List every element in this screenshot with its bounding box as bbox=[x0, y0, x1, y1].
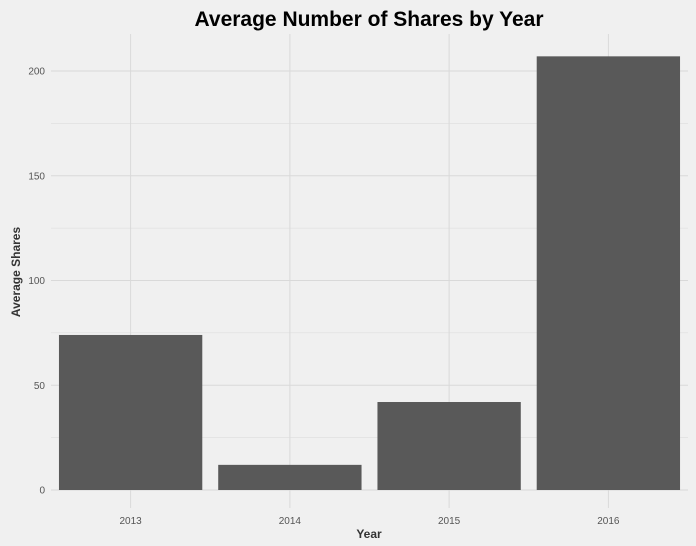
x-tick-label: 2013 bbox=[120, 516, 143, 527]
y-tick-label: 200 bbox=[28, 67, 45, 78]
x-tick-label: 2014 bbox=[279, 516, 302, 527]
x-tick-label: 2016 bbox=[597, 516, 620, 527]
y-tick-label: 0 bbox=[39, 486, 45, 497]
x-axis-title: Year bbox=[356, 527, 382, 541]
bar-2015 bbox=[377, 402, 521, 490]
y-tick-label: 150 bbox=[28, 171, 45, 182]
bar-2013 bbox=[58, 334, 203, 490]
x-tick-label: 2015 bbox=[438, 516, 461, 527]
y-axis-title: Average Shares bbox=[9, 227, 23, 318]
bar-2014 bbox=[218, 464, 362, 490]
y-tick-label: 100 bbox=[28, 276, 45, 287]
y-tick-label: 50 bbox=[34, 381, 46, 392]
bars bbox=[58, 56, 681, 491]
chart-title: Average Number of Shares by Year bbox=[195, 8, 544, 31]
x-tick-labels: 2013 2014 2015 2016 bbox=[120, 516, 620, 527]
bar-2016 bbox=[536, 56, 681, 491]
y-tick-labels: 0 50 100 150 200 bbox=[28, 67, 45, 497]
